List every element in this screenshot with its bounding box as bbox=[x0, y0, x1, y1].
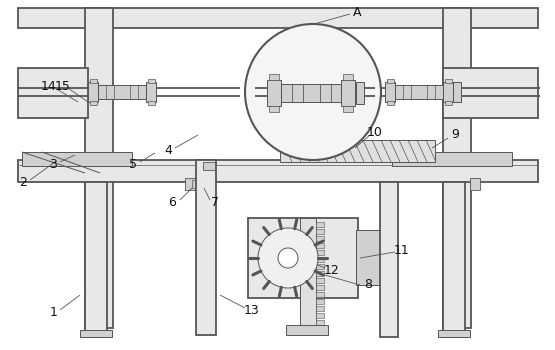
Bar bbox=[443, 182, 465, 337]
Bar bbox=[148, 79, 155, 83]
Bar bbox=[443, 68, 538, 118]
Text: 10: 10 bbox=[367, 126, 383, 139]
Bar bbox=[248, 218, 358, 298]
Bar bbox=[280, 140, 435, 162]
Bar bbox=[316, 271, 324, 276]
Bar bbox=[443, 82, 453, 102]
Bar bbox=[316, 250, 324, 255]
Bar bbox=[443, 8, 471, 328]
Bar bbox=[269, 106, 279, 112]
Text: 14: 14 bbox=[41, 79, 57, 92]
Bar bbox=[387, 79, 394, 83]
Circle shape bbox=[245, 24, 381, 160]
Text: 13: 13 bbox=[244, 304, 260, 317]
Bar bbox=[90, 101, 97, 105]
Text: 4: 4 bbox=[164, 144, 172, 156]
Bar bbox=[356, 230, 386, 285]
Text: 9: 9 bbox=[451, 128, 459, 141]
Text: 15: 15 bbox=[55, 79, 71, 92]
Bar bbox=[316, 257, 324, 262]
Bar bbox=[316, 313, 324, 318]
Bar bbox=[85, 182, 107, 337]
Bar bbox=[316, 264, 324, 269]
Bar bbox=[146, 82, 156, 102]
Bar bbox=[385, 82, 395, 102]
Bar bbox=[341, 80, 355, 106]
Bar bbox=[286, 325, 328, 335]
Bar bbox=[316, 222, 324, 227]
Text: 2: 2 bbox=[19, 176, 27, 189]
Bar bbox=[356, 82, 364, 104]
Text: 11: 11 bbox=[394, 244, 410, 257]
Bar bbox=[185, 178, 195, 190]
Bar bbox=[300, 218, 316, 328]
Bar bbox=[192, 180, 198, 188]
Bar bbox=[22, 152, 132, 166]
Bar bbox=[80, 330, 112, 337]
Bar bbox=[18, 160, 538, 182]
Bar bbox=[18, 68, 88, 118]
Circle shape bbox=[278, 248, 298, 268]
Bar bbox=[392, 152, 512, 166]
Bar bbox=[316, 278, 324, 283]
Bar bbox=[316, 236, 324, 241]
Bar bbox=[18, 8, 538, 28]
Bar bbox=[202, 180, 208, 188]
Bar bbox=[281, 84, 341, 102]
Bar bbox=[343, 74, 353, 80]
Bar bbox=[316, 229, 324, 234]
Bar bbox=[316, 292, 324, 297]
Bar bbox=[316, 320, 324, 325]
Text: 8: 8 bbox=[364, 279, 372, 292]
Bar bbox=[438, 330, 470, 337]
Bar bbox=[88, 82, 98, 102]
Bar bbox=[316, 306, 324, 311]
Bar bbox=[316, 299, 324, 304]
Bar bbox=[445, 101, 452, 105]
Text: A: A bbox=[353, 6, 361, 19]
Bar bbox=[90, 79, 97, 83]
Bar bbox=[395, 85, 443, 99]
Bar bbox=[203, 162, 215, 170]
Bar bbox=[98, 85, 146, 99]
Text: 12: 12 bbox=[324, 264, 340, 276]
Bar bbox=[445, 79, 452, 83]
Bar bbox=[343, 106, 353, 112]
Bar bbox=[470, 178, 480, 190]
Bar bbox=[380, 182, 398, 337]
Bar bbox=[148, 101, 155, 105]
Circle shape bbox=[258, 228, 318, 288]
Text: 5: 5 bbox=[129, 159, 137, 172]
Text: 7: 7 bbox=[211, 196, 219, 210]
Bar bbox=[196, 160, 216, 335]
Bar bbox=[85, 8, 113, 328]
Text: 3: 3 bbox=[49, 159, 57, 172]
Text: 6: 6 bbox=[168, 196, 176, 210]
Bar bbox=[316, 285, 324, 290]
Bar bbox=[316, 243, 324, 248]
Bar bbox=[196, 181, 204, 187]
Bar bbox=[387, 101, 394, 105]
Text: 1: 1 bbox=[50, 307, 58, 320]
Bar bbox=[453, 82, 461, 102]
Bar bbox=[269, 74, 279, 80]
Bar bbox=[267, 80, 281, 106]
